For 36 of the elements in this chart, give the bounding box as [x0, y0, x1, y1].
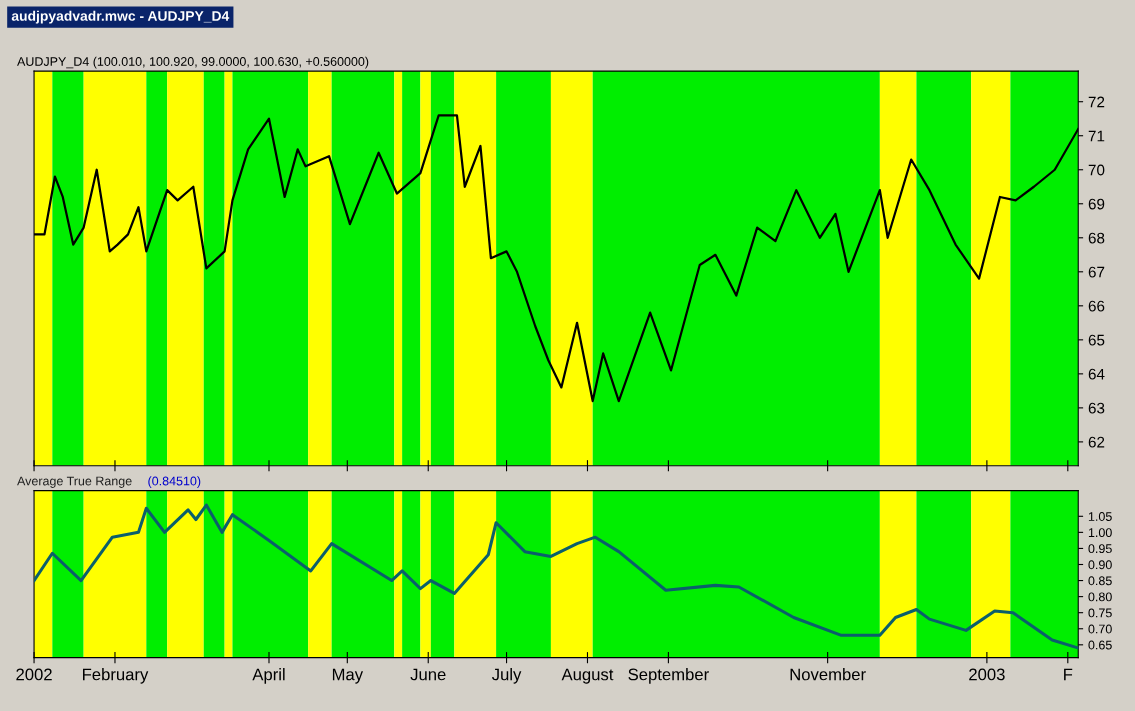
- chart-subtitle: AUDJPY_D4 (100.010, 100.920, 99.0000, 100.630, +0.560000): [17, 56, 369, 69]
- y-tick-label: 0.85: [1088, 576, 1112, 586]
- y-tick-label: 69: [1088, 198, 1105, 210]
- x-tick-label: February: [83, 668, 149, 684]
- x-tick-label: F: [1064, 668, 1073, 681]
- x-tick-label: May: [332, 668, 364, 684]
- y-tick-label: 1.05: [1088, 512, 1112, 521]
- y-tick-label: 72: [1088, 96, 1105, 108]
- y-tick-label: 71: [1088, 130, 1105, 142]
- x-tick-label: 2003: [969, 668, 1005, 681]
- chart-title: audjpyadvadr.mwc - AUDJPY_D4: [11, 10, 230, 24]
- y-tick-label: 0.65: [1088, 640, 1112, 650]
- y-tick-label: 0.95: [1088, 544, 1112, 554]
- chart-title: Average True Range: [17, 476, 132, 488]
- y-tick-label: 63: [1088, 402, 1105, 414]
- y-tick-label: 0.90: [1088, 560, 1112, 570]
- x-tick-label: June: [410, 668, 446, 681]
- x-tick-label: September: [628, 668, 709, 684]
- y-tick-label: 65: [1088, 334, 1105, 346]
- y-tick-label: 0.75: [1088, 608, 1112, 618]
- x-tick-label: April: [252, 668, 285, 684]
- y-tick-label: 62: [1088, 436, 1105, 448]
- y-tick-label: 0.80: [1088, 592, 1112, 602]
- y-tick-label: 70: [1088, 164, 1105, 176]
- x-tick-label: 2002: [16, 668, 52, 681]
- y-tick-label: 64: [1088, 368, 1105, 380]
- y-tick-label: 66: [1088, 300, 1105, 312]
- line-series: [34, 503, 1079, 650]
- x-tick-label: July: [491, 668, 522, 684]
- x-tick-label: November: [790, 668, 866, 681]
- y-tick-label: 68: [1088, 232, 1105, 244]
- y-tick-label: 0.70: [1088, 624, 1112, 634]
- x-tick-label: August: [561, 668, 614, 684]
- y-tick-label: 1.00: [1088, 528, 1112, 538]
- chart-subtitle: (0.84510): [148, 476, 201, 488]
- y-tick-label: 67: [1088, 266, 1105, 278]
